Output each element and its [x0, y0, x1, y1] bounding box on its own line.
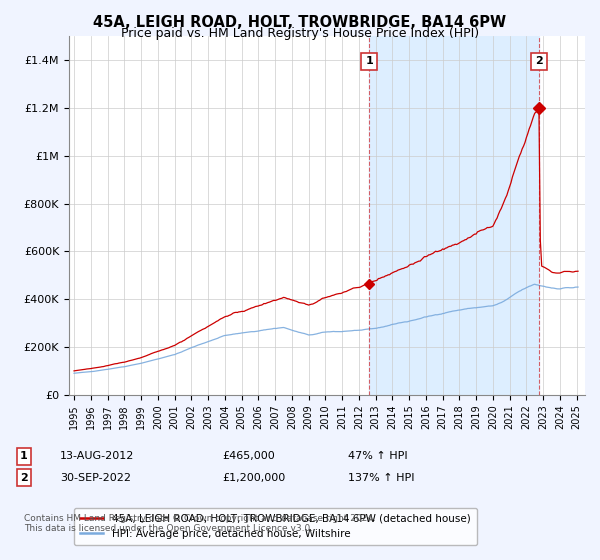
Text: 13-AUG-2012: 13-AUG-2012: [60, 451, 134, 461]
Legend: 45A, LEIGH ROAD, HOLT, TROWBRIDGE, BA14 6PW (detached house), HPI: Average price: 45A, LEIGH ROAD, HOLT, TROWBRIDGE, BA14 …: [74, 507, 477, 545]
Text: 30-SEP-2022: 30-SEP-2022: [60, 473, 131, 483]
Text: 1: 1: [20, 451, 28, 461]
Text: Contains HM Land Registry data © Crown copyright and database right 2024.
This d: Contains HM Land Registry data © Crown c…: [24, 514, 376, 533]
Text: 2: 2: [20, 473, 28, 483]
Text: £465,000: £465,000: [222, 451, 275, 461]
Text: 137% ↑ HPI: 137% ↑ HPI: [348, 473, 415, 483]
Text: 45A, LEIGH ROAD, HOLT, TROWBRIDGE, BA14 6PW: 45A, LEIGH ROAD, HOLT, TROWBRIDGE, BA14 …: [94, 15, 506, 30]
Bar: [369, 36, 539, 395]
Text: 47% ↑ HPI: 47% ↑ HPI: [348, 451, 407, 461]
Text: 1: 1: [365, 57, 373, 67]
Text: 2: 2: [535, 57, 543, 67]
Text: £1,200,000: £1,200,000: [222, 473, 285, 483]
Text: Price paid vs. HM Land Registry's House Price Index (HPI): Price paid vs. HM Land Registry's House …: [121, 27, 479, 40]
